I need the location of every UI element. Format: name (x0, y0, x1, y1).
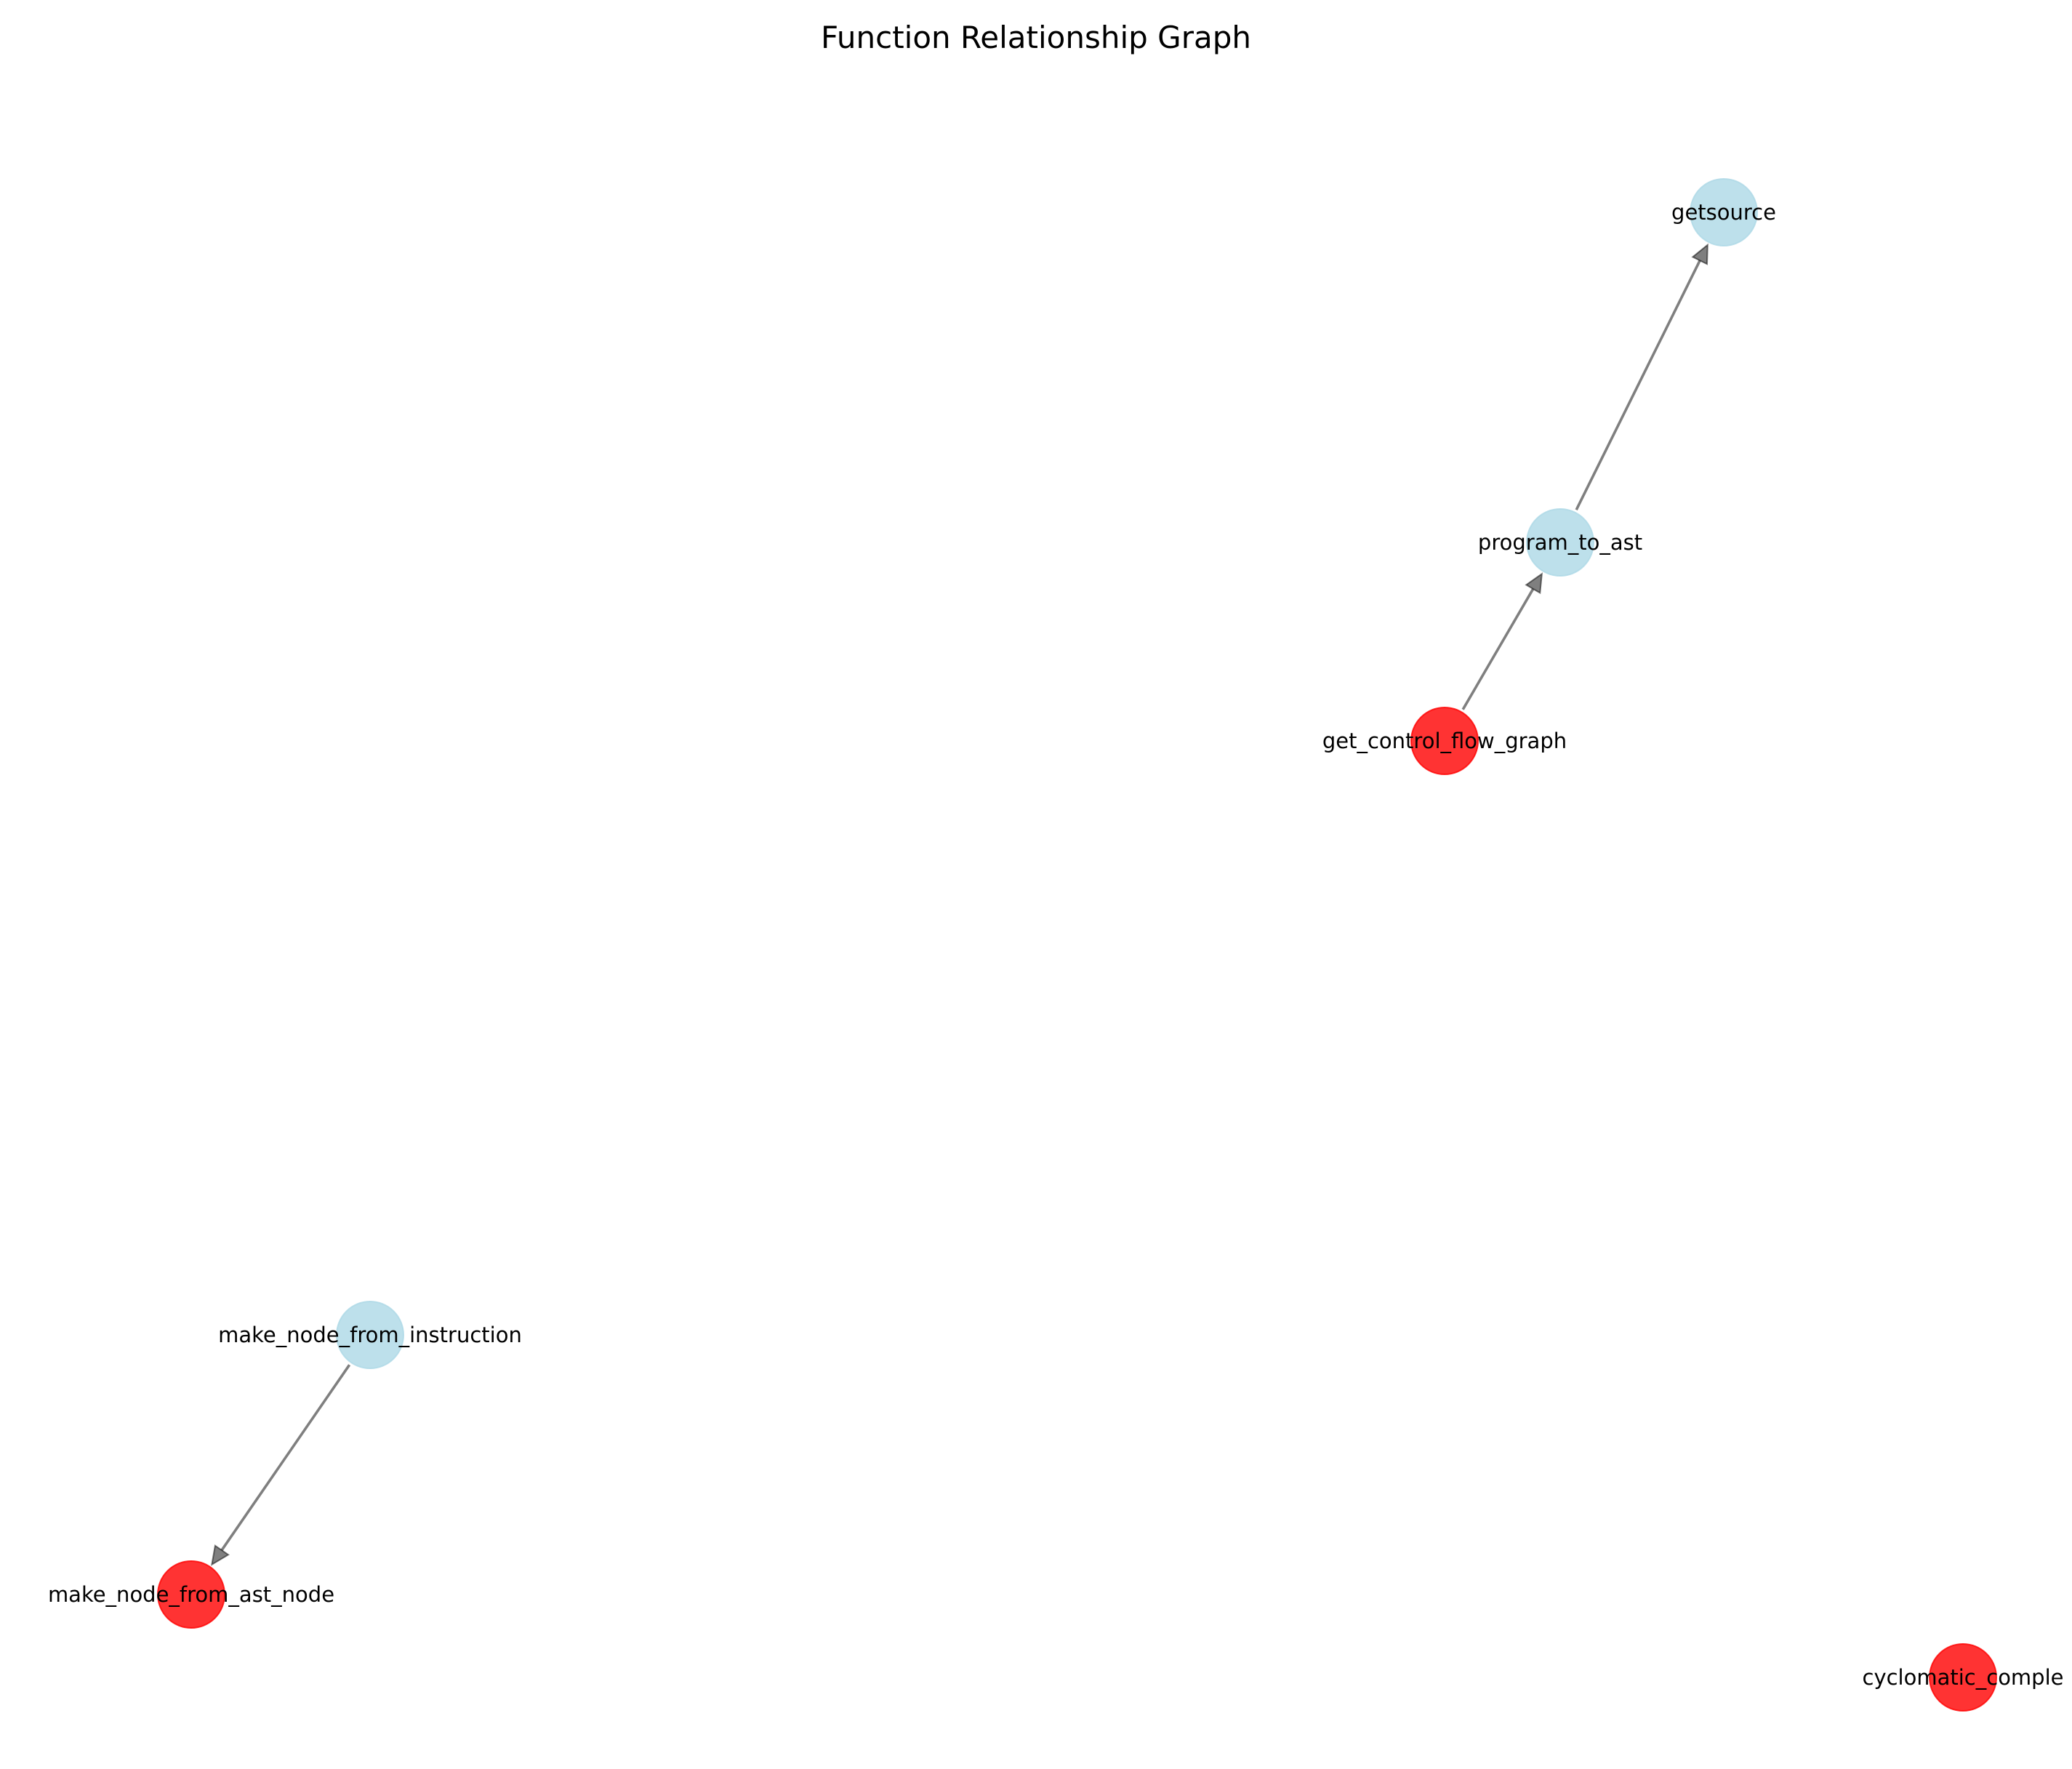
edge-line (1575, 260, 1701, 510)
labels-layer: getsource program_to_ast get_control_flow_… (48, 200, 2064, 1690)
edges-layer (211, 243, 1708, 1566)
node-label-getsource: getsource (1671, 200, 1776, 225)
arrowhead-icon (1525, 572, 1543, 595)
node-label-make_node_from_instruction: make_node_from_instruction (218, 1323, 522, 1347)
edge-line (1461, 588, 1535, 710)
arrowhead-icon (211, 1544, 230, 1566)
node-program_to_ast (1526, 508, 1594, 577)
node-cyclomatic_complexity (1929, 1643, 1997, 1712)
node-label-get_control_flow_graph: get_control_flow_graph (1322, 729, 1567, 753)
node-make_node_from_ast_node (157, 1560, 225, 1629)
edge-get_control_flow_graph-to-program_to_ast (1461, 572, 1543, 710)
graph-title: Function Relationship Graph (821, 20, 1251, 55)
node-label-cyclomatic_complexity: cyclomatic_comple (1863, 1665, 2064, 1690)
node-make_node_from_instruction (336, 1301, 404, 1369)
edge-make_node_from_instruction-to-make_node_from_ast_node (211, 1364, 351, 1566)
node-label-make_node_from_ast_node: make_node_from_ast_node (48, 1582, 334, 1607)
edge-program_to_ast-to-getsource (1575, 243, 1708, 510)
arrowhead-icon (1691, 243, 1708, 265)
nodes-layer (157, 178, 1997, 1712)
node-label-program_to_ast: program_to_ast (1478, 530, 1642, 555)
edge-line (220, 1364, 351, 1552)
node-getsource (1690, 178, 1758, 246)
node-get_control_flow_graph (1410, 707, 1479, 775)
